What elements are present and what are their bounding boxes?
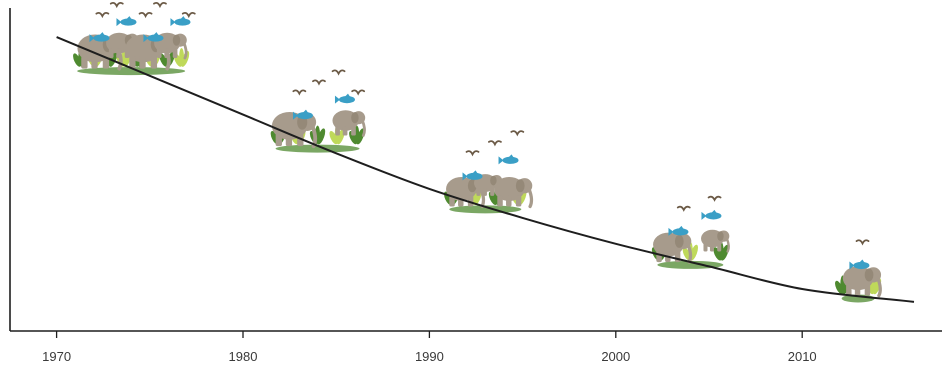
x-tick-label: 2010: [788, 349, 817, 364]
fish-icon: [668, 225, 689, 236]
bird-icon: [510, 130, 525, 137]
fish-icon: [701, 209, 722, 220]
fish-icon: [292, 109, 313, 120]
bird-icon: [138, 11, 153, 19]
bird-icon: [181, 11, 196, 19]
wildlife-group-1984: [270, 69, 366, 153]
fish-icon: [170, 16, 191, 27]
x-tick-label: 1990: [415, 349, 444, 364]
x-axis-ticks: 1970 1980 1990 2000 2010: [42, 331, 817, 364]
wildlife-illustrations: [73, 1, 882, 303]
fish-icon: [89, 32, 110, 43]
fish-icon: [143, 32, 164, 43]
bird-icon: [707, 195, 722, 202]
elephant-icon: [842, 266, 882, 298]
bird-icon: [855, 239, 870, 246]
elephant-icon: [332, 110, 366, 137]
bird-icon: [331, 69, 346, 76]
fish-icon: [116, 16, 137, 27]
fish-icon: [334, 93, 355, 104]
bird-icon: [153, 1, 167, 9]
bird-icon: [465, 150, 480, 157]
wildlife-group-2013: [835, 239, 882, 303]
bird-icon: [292, 89, 307, 96]
fish-icon: [849, 259, 870, 270]
fish-icon: [498, 154, 519, 165]
x-tick-label: 1970: [42, 349, 71, 364]
fish-icon: [462, 170, 483, 181]
bird-icon: [312, 79, 326, 86]
bird-icon: [488, 140, 502, 147]
wildlife-group-1974: [73, 1, 196, 76]
bird-icon: [351, 89, 366, 96]
wildlife-group-2004: [651, 195, 730, 269]
bird-icon: [109, 1, 124, 9]
series-line: [56, 36, 915, 303]
bird-icon: [676, 205, 691, 212]
elephant-icon: [494, 177, 534, 209]
wildlife-group-1993: [444, 130, 534, 214]
x-tick-label: 2000: [601, 349, 630, 364]
elephant-icon: [701, 229, 730, 253]
bird-icon: [95, 11, 110, 19]
x-tick-label: 1980: [229, 349, 258, 364]
